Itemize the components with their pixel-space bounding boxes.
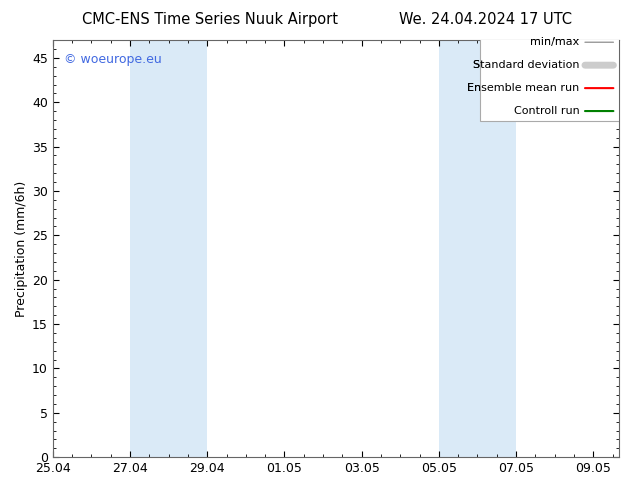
Bar (477, 40, 516, 457)
Text: © woeurope.eu: © woeurope.eu (64, 52, 162, 66)
Text: min/max: min/max (530, 37, 579, 47)
Text: We. 24.04.2024 17 UTC: We. 24.04.2024 17 UTC (399, 12, 573, 27)
Bar (130, 40, 207, 457)
Text: Ensemble mean run: Ensemble mean run (467, 83, 579, 93)
Text: CMC-ENS Time Series Nuuk Airport: CMC-ENS Time Series Nuuk Airport (82, 12, 339, 27)
Text: Controll run: Controll run (514, 106, 579, 116)
Y-axis label: Precipitation (mm/6h): Precipitation (mm/6h) (15, 180, 28, 317)
Bar (439, 40, 477, 457)
Text: Ensemble mean run: Ensemble mean run (467, 83, 579, 93)
Text: Standard deviation: Standard deviation (473, 60, 579, 70)
FancyBboxPatch shape (481, 22, 619, 122)
Text: min/max: min/max (530, 37, 579, 47)
Text: Controll run: Controll run (514, 106, 579, 116)
Text: Standard deviation: Standard deviation (473, 60, 579, 70)
